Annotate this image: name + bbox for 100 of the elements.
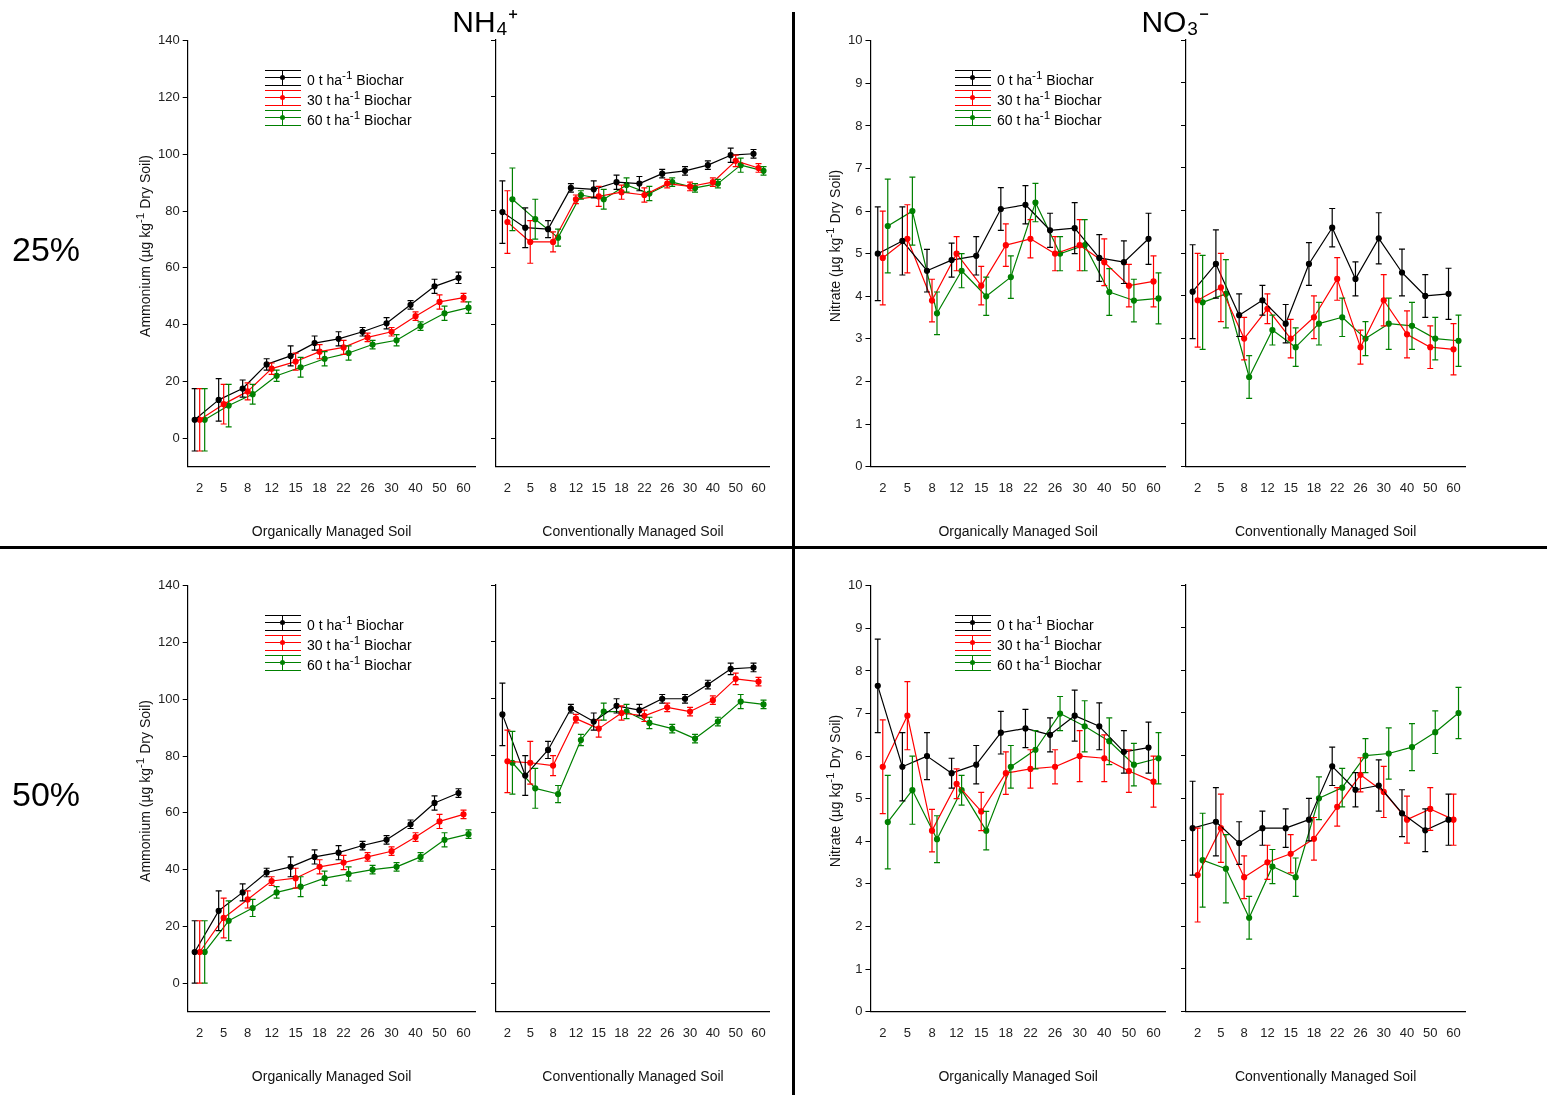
- x-tick-label: 2: [196, 479, 204, 495]
- y-tick-label: 8: [855, 662, 863, 678]
- x-axis-title: Conventionally Managed Soil: [1234, 1068, 1417, 1085]
- x-tick-label: 30: [384, 1024, 399, 1040]
- text: 25%: [12, 230, 81, 269]
- x-tick-label: 22: [336, 479, 351, 495]
- x-tick-label: 15: [591, 1024, 606, 1040]
- x-axis-title: Conventionally Managed Soil: [542, 523, 724, 540]
- y-tick-label: 5: [855, 790, 863, 806]
- y-tick-label: 9: [855, 74, 863, 90]
- y-tick-label: 0: [855, 458, 863, 474]
- y-tick-label: 3: [855, 330, 863, 346]
- y-tick-label: 1: [855, 960, 863, 976]
- x-tick-label: 18: [312, 1024, 327, 1040]
- y-tick-label: 0: [855, 1003, 863, 1019]
- legend-label: 30 t ha$^{-1}$ Biochar: [307, 633, 412, 653]
- x-tick-label: 18: [614, 1024, 629, 1040]
- y-tick-label: 6: [855, 747, 863, 763]
- x-tick-label: 50: [1423, 479, 1438, 495]
- x-tick-label: 18: [1306, 479, 1322, 495]
- x-tick-label: 15: [1283, 1024, 1298, 1040]
- legend-label: 60 t ha$^{-1}$ Biochar: [307, 108, 412, 128]
- x-tick-label: 40: [705, 1024, 721, 1040]
- x-tick-label: 26: [360, 479, 375, 495]
- x-tick-label: 18: [614, 479, 629, 495]
- x-axis-title: Organically Managed Soil: [251, 523, 412, 540]
- y-tick-label: 100: [157, 690, 180, 706]
- x-tick-label: 40: [1399, 1024, 1415, 1040]
- x-tick-label: 30: [682, 1024, 698, 1040]
- y-tick-label: 2: [855, 373, 863, 389]
- x-axis-title: Organically Managed Soil: [938, 1068, 1098, 1085]
- x-tick-label: 30: [1072, 1024, 1087, 1040]
- x-tick-label: 12: [264, 1024, 279, 1040]
- x-tick-label: 40: [1399, 479, 1415, 495]
- x-tick-label: 15: [591, 479, 606, 495]
- x-tick-label: 5: [220, 1024, 228, 1040]
- legend-label: 0 t ha$^{-1}$ Biochar: [997, 613, 1094, 633]
- x-tick-label: 22: [637, 1024, 652, 1040]
- x-tick-label: 60: [456, 1024, 471, 1040]
- x-tick-label: 26: [360, 1024, 375, 1040]
- x-tick-label: 22: [637, 479, 652, 495]
- x-tick-label: 12: [568, 479, 584, 495]
- y-tick-label: 10: [847, 577, 863, 593]
- x-tick-label: 12: [1260, 1024, 1275, 1040]
- y-tick-label: 60: [165, 804, 180, 820]
- x-tick-label: 22: [1329, 479, 1345, 495]
- legend-label: 60 t ha$^{-1}$ Biochar: [997, 108, 1102, 128]
- legend-label: 60 t ha$^{-1}$ Biochar: [307, 653, 412, 673]
- x-tick-label: 40: [408, 479, 423, 495]
- x-tick-label: 5: [1217, 479, 1225, 495]
- x-tick-label: 60: [456, 479, 471, 495]
- x-tick-label: 50: [432, 479, 447, 495]
- x-tick-label: 60: [1446, 1024, 1461, 1040]
- x-tick-label: 8: [1240, 1024, 1248, 1040]
- chart-title: NO₃⁻: [1141, 4, 1209, 40]
- x-tick-label: 40: [1097, 1024, 1112, 1040]
- x-tick-label: 2: [879, 479, 887, 495]
- y-tick-label: 1: [855, 415, 863, 431]
- y-tick-label: 7: [855, 160, 863, 176]
- x-tick-label: 50: [728, 479, 743, 495]
- x-tick-label: 8: [244, 479, 252, 495]
- x-tick-label: 2: [503, 479, 512, 495]
- x-tick-label: 5: [526, 479, 534, 495]
- x-tick-label: 60: [1146, 1024, 1161, 1040]
- y-tick-label: 20: [165, 373, 180, 389]
- x-tick-label: 2: [879, 1024, 887, 1040]
- y-tick-label: 40: [165, 316, 180, 332]
- x-tick-label: 50: [1121, 1024, 1137, 1040]
- x-tick-label: 22: [1329, 1024, 1345, 1040]
- y-tick-label: 8: [855, 117, 863, 133]
- x-tick-label: 15: [973, 479, 989, 495]
- x-tick-label: 30: [682, 479, 698, 495]
- y-tick-label: 140: [157, 577, 180, 593]
- y-tick-label: 80: [165, 747, 180, 763]
- x-axis-title: Conventionally Managed Soil: [542, 1068, 724, 1085]
- x-tick-label: 50: [728, 1024, 743, 1040]
- x-tick-label: 8: [549, 479, 557, 495]
- legend-label: 30 t ha$^{-1}$ Biochar: [307, 88, 412, 108]
- legend-label: 0 t ha$^{-1}$ Biochar: [997, 68, 1094, 88]
- y-tick-label: 120: [157, 89, 180, 105]
- x-tick-label: 26: [1353, 479, 1368, 495]
- x-tick-label: 50: [1423, 1024, 1438, 1040]
- x-tick-label: 26: [1353, 1024, 1368, 1040]
- x-tick-label: 5: [526, 1024, 534, 1040]
- x-tick-label: 18: [312, 479, 327, 495]
- x-tick-label: 12: [264, 479, 279, 495]
- x-tick-label: 15: [973, 1024, 989, 1040]
- x-axis-title: Conventionally Managed Soil: [1234, 523, 1417, 540]
- x-tick-label: 30: [1376, 479, 1391, 495]
- x-tick-label: 12: [1260, 479, 1275, 495]
- x-tick-label: 15: [288, 479, 303, 495]
- legend-label: 30 t ha$^{-1}$ Biochar: [997, 88, 1102, 108]
- x-tick-label: 2: [503, 1024, 512, 1040]
- y-tick-label: 7: [855, 705, 863, 721]
- x-tick-label: 8: [1240, 479, 1248, 495]
- x-tick-label: 26: [659, 1024, 675, 1040]
- x-tick-label: 22: [1023, 479, 1038, 495]
- x-tick-label: 26: [1047, 479, 1063, 495]
- x-tick-label: 18: [998, 1024, 1014, 1040]
- chart-title: NH₄⁺: [452, 4, 518, 40]
